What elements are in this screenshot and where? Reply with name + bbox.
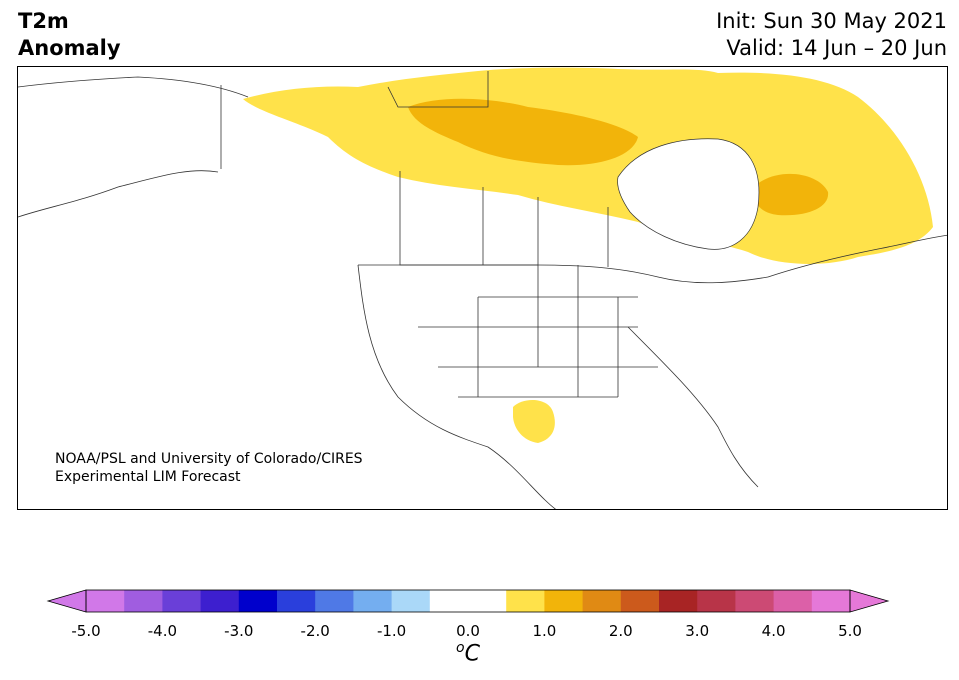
valid-date: Valid: 14 Jun – 20 Jun	[726, 36, 947, 60]
units-symbol: C	[464, 641, 480, 667]
colorbar-cell	[582, 590, 622, 612]
colorbar-cell	[773, 590, 813, 612]
colorbar-cell	[200, 590, 240, 612]
title-line-2: Anomaly	[18, 36, 121, 60]
colorbar-tick-label: 0.0	[456, 622, 480, 640]
colorbar-cell	[659, 590, 698, 612]
init-date: Init: Sun 30 May 2021	[716, 9, 947, 33]
map-canvas	[18, 67, 947, 509]
hudson-bay	[617, 138, 760, 250]
colorbar-tick-label: 5.0	[838, 622, 862, 640]
credit-line-1: NOAA/PSL and University of Colorado/CIRE…	[55, 451, 363, 467]
colorbar-cell	[124, 590, 163, 612]
colorbar-tick-label: -4.0	[147, 622, 178, 640]
units-label: oC	[456, 640, 480, 666]
colorbar-frame	[85, 589, 851, 613]
colorbar-tick-label: -2.0	[300, 622, 330, 640]
colorbar-cell	[391, 590, 431, 612]
title-line-1: T2m	[18, 9, 69, 33]
anomaly-region-canada-strong	[408, 98, 638, 166]
credit-line-2: Experimental LIM Forecast	[55, 469, 241, 485]
colorbar-cell	[162, 590, 202, 612]
colorbar-cell	[277, 590, 316, 612]
colorbar-cell	[735, 590, 775, 612]
colorbar-tick-label: 2.0	[608, 622, 633, 640]
colorbar-cell	[353, 590, 393, 612]
colorbar-cell	[620, 590, 660, 612]
anomaly-region-texas	[513, 400, 555, 443]
colorbar-tick-label: -5.0	[71, 622, 101, 640]
units-degree: o	[456, 640, 465, 656]
political-borders	[18, 71, 947, 509]
colorbar-cell	[506, 590, 545, 612]
colorbar-cell	[315, 590, 354, 612]
colorbar-tick-label: 4.0	[761, 622, 786, 640]
colorbar-left-arrow	[46, 589, 87, 613]
map-title: T2m Anomaly	[18, 8, 121, 62]
colorbar-cell	[468, 590, 507, 612]
anomaly-region-baffin-strong	[754, 173, 829, 216]
colorbar-cell	[238, 590, 278, 612]
colorbar-right-arrow	[849, 589, 890, 613]
colorbar-cell	[697, 590, 736, 612]
colorbar-tick-label: -1.0	[376, 622, 407, 640]
colorbar	[0, 588, 959, 668]
colorbar-tick-label: 1.0	[532, 622, 557, 640]
colorbar-cell	[429, 590, 469, 612]
credit-text: NOAA/PSL and University of Colorado/CIRE…	[55, 450, 363, 486]
anomaly-region-canada-light	[243, 67, 933, 264]
forecast-dates: Init: Sun 30 May 2021 Valid: 14 Jun – 20…	[716, 8, 947, 62]
colorbar-tick-label: -3.0	[224, 622, 254, 640]
colorbar-cell	[811, 590, 851, 612]
colorbar-cell	[86, 590, 125, 612]
colorbar-svg	[46, 589, 890, 613]
anomaly-map	[17, 66, 948, 510]
colorbar-tick-label: 3.0	[685, 622, 710, 640]
colorbar-cell	[544, 590, 584, 612]
